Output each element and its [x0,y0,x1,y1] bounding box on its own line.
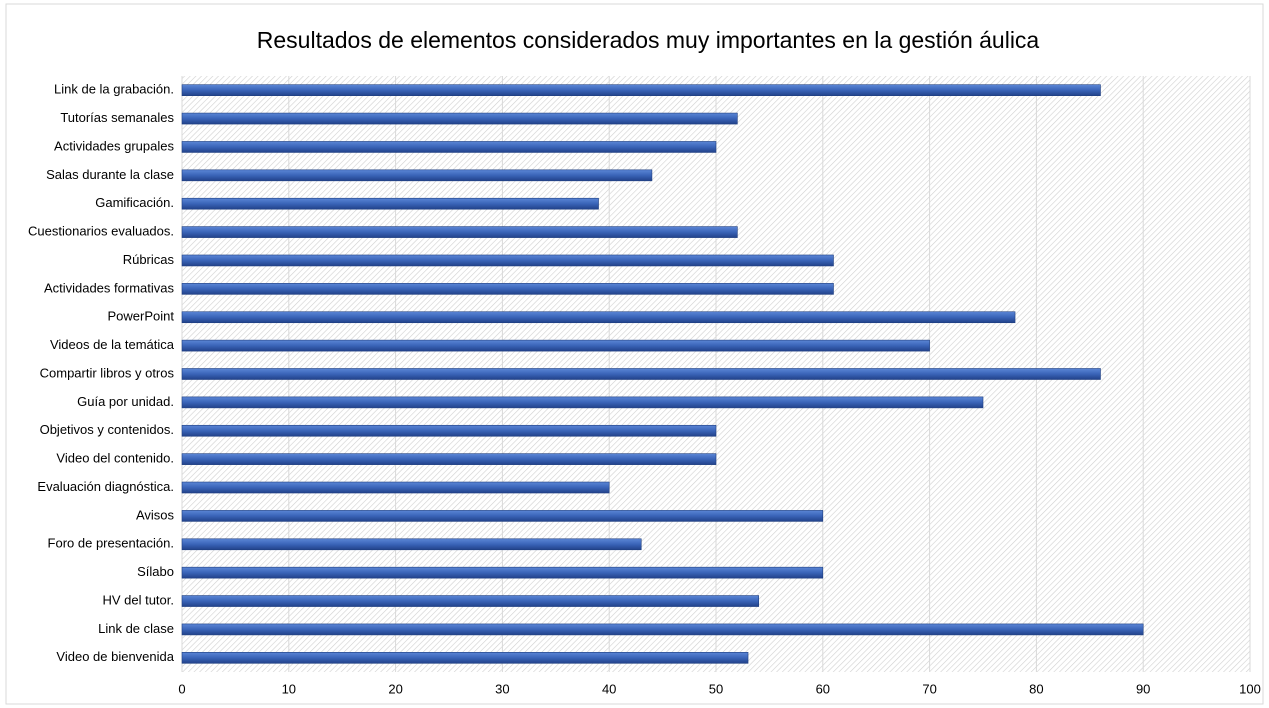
y-tick-label: Guía por unidad. [77,394,174,409]
y-tick-label: Avisos [136,507,175,522]
x-tick-label: 0 [178,681,185,696]
y-tick-label: Cuestionarios evaluados. [28,224,174,239]
bar [181,538,642,551]
y-tick-label: Objetivos y contenidos. [40,422,174,437]
y-tick-label: Salas durante la clase [46,167,174,182]
y-tick-label: Actividades formativas [44,280,175,295]
bar [181,652,749,664]
y-tick-label: Link de la grabación. [54,82,174,97]
x-tick-label: 30 [495,681,509,696]
y-tick-label: Sílabo [137,564,174,579]
bar [181,226,738,238]
x-tick-label: 10 [282,681,296,696]
bar [181,623,1144,636]
y-tick-label: Foro de presentación. [48,536,174,551]
x-tick-label: 60 [816,681,830,696]
y-tick-label: Link de clase [98,621,174,636]
bar [181,595,760,607]
y-tick-label: Compartir libros y otros [40,365,175,380]
bar [181,510,824,522]
y-tick-label: Videos de la temática [50,337,175,352]
y-tick-label: Rúbricas [123,252,175,267]
bar [181,453,717,465]
bar [181,424,717,437]
x-tick-label: 50 [709,681,723,696]
y-tick-label: Video del contenido. [56,451,174,466]
bar [181,396,984,409]
x-tick-label: 40 [602,681,616,696]
bar [181,112,738,125]
x-tick-label: 90 [1136,681,1150,696]
bar [181,169,653,182]
x-tick-label: 100 [1239,681,1261,696]
bar [181,311,1016,324]
bar [181,283,834,295]
bar [181,141,717,153]
y-tick-label: Tutorías semanales [60,110,174,125]
bar [181,368,1101,380]
x-tick-label: 80 [1029,681,1043,696]
bar [181,481,610,494]
bar [181,197,599,210]
bar [181,339,930,352]
x-tick-label: 20 [388,681,402,696]
y-tick-label: PowerPoint [108,309,175,324]
bar [181,254,834,267]
bar [181,84,1101,96]
x-tick-label: 70 [922,681,936,696]
y-tick-label: Actividades grupales [54,138,174,153]
y-tick-label: Gamificación. [95,195,174,210]
y-tick-label: HV del tutor. [102,592,174,607]
y-tick-label: Video de bienvenida [56,649,174,664]
chart-title: Resultados de elementos considerados muy… [257,27,1040,53]
y-tick-label: Evaluación diagnóstica. [37,479,174,494]
bar [181,566,824,579]
